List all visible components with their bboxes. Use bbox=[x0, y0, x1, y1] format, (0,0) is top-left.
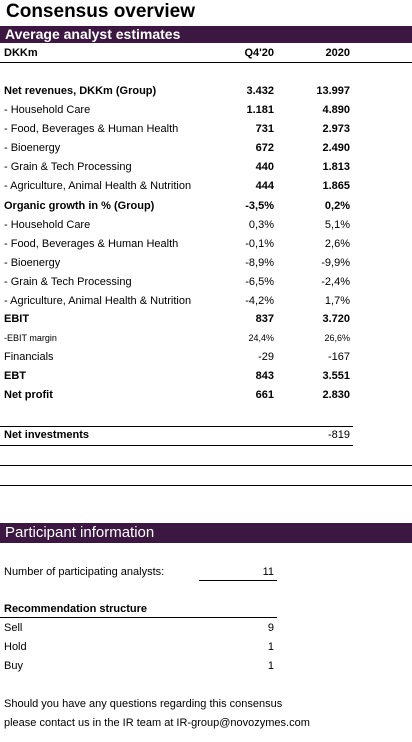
row-q4-value: -0,1% bbox=[245, 238, 274, 250]
column-header-q4: Q4'20 bbox=[244, 47, 274, 59]
row-q4-value: -8,9% bbox=[245, 257, 274, 269]
header-divider bbox=[0, 62, 412, 63]
row-q4-value: -29 bbox=[258, 351, 274, 363]
table-row: - Household Care 1.181 4.890 bbox=[0, 101, 412, 120]
row-year-value: 2.973 bbox=[322, 123, 350, 135]
row-label: Financials bbox=[4, 351, 54, 363]
table-row: Net revenues, DKKm (Group) 3.432 13.997 bbox=[0, 82, 412, 101]
table-row: EBT 843 3.551 bbox=[0, 367, 412, 386]
column-header-year: 2020 bbox=[325, 47, 350, 59]
row-year-value: 2,6% bbox=[324, 238, 350, 250]
table-header: DKKm Q4'20 2020 bbox=[0, 44, 412, 63]
divider-line bbox=[0, 485, 412, 486]
row-label: EBT bbox=[4, 370, 26, 382]
row-year-value: -9,9% bbox=[321, 257, 350, 269]
table-row: -EBIT margin 24,4% 26,6% bbox=[0, 329, 412, 348]
row-q4-value: -6,5% bbox=[245, 276, 274, 288]
table-row: Net profit 661 2.830 bbox=[0, 386, 412, 405]
row-label: Net investments bbox=[4, 429, 89, 441]
row-label: - Food, Beverages & Human Health bbox=[4, 123, 179, 135]
participants-value: 11 bbox=[262, 566, 274, 578]
row-label: - Grain & Tech Processing bbox=[4, 161, 132, 173]
table-row: - Bioenergy 672 2.490 bbox=[0, 139, 412, 158]
divider-line bbox=[0, 426, 353, 427]
table-row: EBIT 837 3.720 bbox=[0, 310, 412, 329]
table-row: - Grain & Tech Processing -6,5% -2,4% bbox=[0, 273, 412, 292]
section-header-participants: Participant information bbox=[0, 523, 412, 543]
row-label: -EBIT margin bbox=[4, 333, 57, 343]
table-row: - Food, Beverages & Human Health -0,1% 2… bbox=[0, 235, 412, 254]
row-year-value: 2.490 bbox=[322, 142, 350, 154]
row-year-value: -2,4% bbox=[321, 276, 350, 288]
row-q4-value: -4,2% bbox=[245, 295, 274, 307]
row-label: Net revenues, DKKm (Group) bbox=[4, 85, 157, 97]
row-year-value: 1.865 bbox=[322, 180, 350, 192]
row-q4-value: 1.181 bbox=[246, 104, 274, 116]
row-label: - Agriculture, Animal Health & Nutrition bbox=[4, 180, 192, 192]
sell-label: Sell bbox=[4, 622, 23, 634]
row-year-value: 1,7% bbox=[324, 295, 350, 307]
recommendation-title: Recommendation structure bbox=[4, 603, 148, 615]
hold-value: 1 bbox=[267, 641, 274, 653]
row-q4-value: 731 bbox=[255, 123, 274, 135]
row-label: - Household Care bbox=[4, 219, 91, 231]
row-year-value: 5,1% bbox=[324, 219, 350, 231]
row-q4-value: 444 bbox=[255, 180, 274, 192]
row-label: - Food, Beverages & Human Health bbox=[4, 238, 179, 250]
divider-line bbox=[0, 445, 353, 446]
table-row-net-investments: Net investments -819 bbox=[0, 426, 412, 445]
row-label: Organic growth in % (Group) bbox=[4, 200, 155, 212]
section-title: Participant information bbox=[5, 524, 155, 541]
row-q4-value: -3,5% bbox=[245, 200, 274, 212]
row-label: - Agriculture, Animal Health & Nutrition bbox=[4, 295, 192, 307]
row-q4-value: 661 bbox=[255, 389, 274, 401]
sell-value: 9 bbox=[267, 622, 274, 634]
row-label: Net profit bbox=[4, 389, 53, 401]
row-label: - Grain & Tech Processing bbox=[4, 276, 132, 288]
row-label: - Bioenergy bbox=[4, 142, 61, 154]
row-q4-value: 672 bbox=[255, 142, 274, 154]
row-q4-value: 24,4% bbox=[248, 333, 274, 343]
table-row: - Agriculture, Animal Health & Nutrition… bbox=[0, 177, 412, 196]
section-header-estimates: Average analyst estimates bbox=[0, 26, 412, 43]
row-label: - Bioenergy bbox=[4, 257, 61, 269]
row-year-value: 4.890 bbox=[322, 104, 350, 116]
row-q4-value: 0,3% bbox=[248, 219, 274, 231]
table-row: - Agriculture, Animal Health & Nutrition… bbox=[0, 292, 412, 311]
row-year-value: -819 bbox=[327, 429, 350, 441]
row-year-value: 0,2% bbox=[324, 200, 350, 212]
divider-line bbox=[0, 465, 412, 466]
row-year-value: 2.830 bbox=[322, 389, 350, 401]
row-year-value: 13.997 bbox=[316, 85, 350, 97]
unit-label: DKKm bbox=[4, 47, 38, 59]
table-row: Organic growth in % (Group) -3,5% 0,2% bbox=[0, 197, 412, 216]
table-row: Financials -29 -167 bbox=[0, 348, 412, 367]
row-q4-value: 837 bbox=[255, 313, 274, 325]
hold-label: Hold bbox=[4, 641, 27, 653]
recommendation-divider bbox=[0, 617, 277, 618]
table-row: - Bioenergy -8,9% -9,9% bbox=[0, 254, 412, 273]
table-row: - Household Care 0,3% 5,1% bbox=[0, 216, 412, 235]
contact-text-line2: please contact us in the IR team at IR-g… bbox=[4, 717, 310, 729]
page-title: Consensus overview bbox=[6, 1, 196, 22]
row-q4-value: 3.432 bbox=[246, 85, 274, 97]
buy-value: 1 bbox=[267, 660, 274, 672]
row-label: EBIT bbox=[4, 313, 30, 325]
row-label: - Household Care bbox=[4, 104, 91, 116]
table-row: - Food, Beverages & Human Health 731 2.9… bbox=[0, 120, 412, 139]
buy-label: Buy bbox=[4, 660, 23, 672]
participants-label: Number of participating analysts: bbox=[4, 566, 165, 578]
row-year-value: 3.720 bbox=[322, 313, 350, 325]
row-year-value: 1.813 bbox=[322, 161, 350, 173]
table-row: - Grain & Tech Processing 440 1.813 bbox=[0, 158, 412, 177]
contact-text-line1: Should you have any questions regarding … bbox=[4, 698, 283, 710]
row-q4-value: 843 bbox=[255, 370, 274, 382]
row-year-value: 26,6% bbox=[324, 333, 350, 343]
row-year-value: -167 bbox=[327, 351, 350, 363]
value-underline bbox=[199, 580, 277, 581]
section-title: Average analyst estimates bbox=[5, 26, 181, 42]
row-q4-value: 440 bbox=[255, 161, 274, 173]
row-year-value: 3.551 bbox=[322, 370, 350, 382]
